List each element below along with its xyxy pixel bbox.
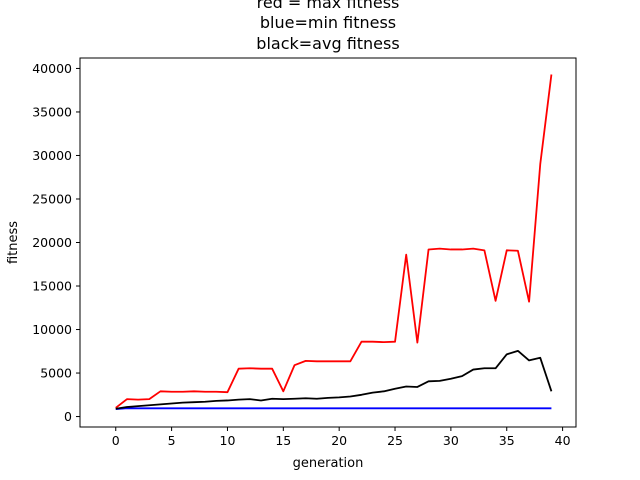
- series-line-1: [115, 407, 552, 411]
- y-axis: 0 5000 10000 15000 20000 25000 30000 35000 40000: [32, 61, 80, 424]
- y-tick-label: 25000: [32, 191, 72, 206]
- chart-title-line-0: red = max fitness: [257, 0, 400, 12]
- x-tick-label: 35: [499, 433, 515, 448]
- y-tick-label: 40000: [32, 61, 72, 76]
- x-tick-label: 30: [443, 433, 459, 448]
- x-tick-label: 10: [220, 433, 236, 448]
- y-tick-label: 10000: [32, 322, 72, 337]
- x-tick-label: 25: [387, 433, 403, 448]
- y-tick-label: 30000: [32, 148, 72, 163]
- y-tick-label: 0: [64, 409, 72, 424]
- plot-area-frame: [79, 57, 577, 428]
- x-tick-label: 40: [555, 433, 571, 448]
- x-axis-label: generation: [293, 456, 364, 471]
- y-tick-label: 20000: [32, 235, 72, 250]
- series-group: [115, 74, 553, 411]
- x-tick-label: 20: [331, 433, 347, 448]
- series-line-0: [115, 74, 553, 409]
- series-line-2: [115, 349, 553, 410]
- x-tick-label: 0: [112, 433, 120, 448]
- chart-title-line-1: blue=min fitness: [260, 13, 396, 32]
- x-axis: 0 5 10 15 20 25 30 35 40: [112, 427, 571, 448]
- y-tick-label: 5000: [40, 366, 72, 381]
- y-tick-label: 35000: [32, 104, 72, 119]
- x-tick-label: 15: [275, 433, 291, 448]
- y-axis-label: fitness: [6, 221, 21, 264]
- x-tick-label: 5: [168, 433, 176, 448]
- y-tick-label: 15000: [32, 279, 72, 294]
- chart-title-line-2: black=avg fitness: [256, 34, 399, 53]
